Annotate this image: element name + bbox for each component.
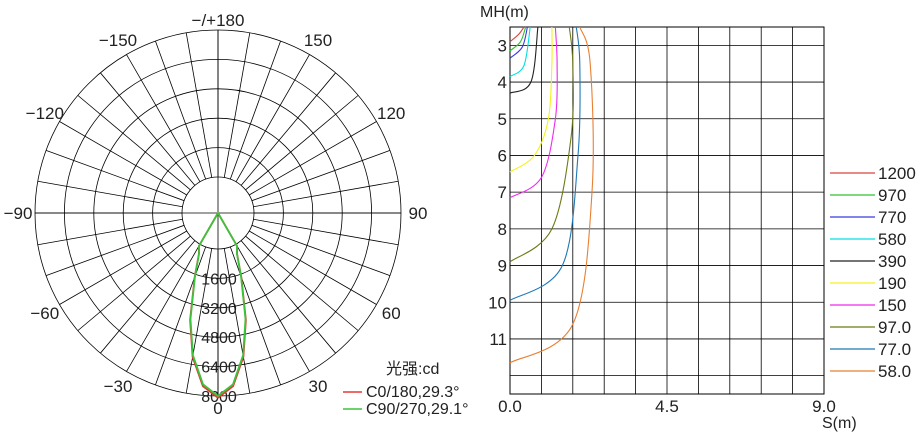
polar-angle-label: 150 (304, 31, 332, 50)
polar-legend-label: C0/180,29.3° (366, 384, 460, 401)
iso-x-axis-label: S(m) (822, 415, 857, 432)
iso-legend-label: 580 (878, 230, 906, 249)
polar-spoke (251, 150, 391, 202)
iso-y-tick-label: 4 (498, 73, 507, 92)
iso-series-curve (509, 26, 527, 52)
polar-spoke (45, 224, 185, 276)
polar-angle-label: 120 (377, 104, 405, 123)
polar-unit-label: 光强:cd (386, 360, 439, 378)
polar-spoke (251, 224, 391, 276)
iso-series-curve (509, 26, 558, 199)
polar-spoke (240, 240, 336, 354)
polar-spoke (235, 54, 310, 183)
polar-spoke (155, 40, 207, 180)
polar-spoke (185, 248, 213, 394)
polar-spoke (229, 40, 281, 180)
polar-spoke (229, 246, 281, 386)
iso-y-tick-label: 8 (498, 220, 507, 239)
iso-series-curve (509, 26, 539, 94)
iso-y-tick-label: 9 (498, 257, 507, 276)
iso-series-curve (509, 26, 531, 77)
iso-legend-label: 770 (878, 208, 906, 227)
polar-spoke (245, 95, 359, 191)
polar-angle-labels: −/+180 −150 150 −120 120 −90 90 −60 60 −30 30 0 (4, 11, 428, 418)
polar-angle-label: 0 (213, 399, 222, 418)
polar-legend: 光强:cd C0/180,29.3°C90/270,29.1° (343, 360, 468, 418)
polar-angle-label: −60 (30, 304, 59, 323)
iso-series-curve (509, 26, 528, 59)
iso-x-tick-label: 4.5 (655, 397, 679, 416)
polar-spoke (245, 235, 359, 331)
polar-spoke (223, 248, 251, 394)
isoline-chart: MH(m) S(m) 3 4 5 6 7 8 9 10 11 0.0 4.5 9.0 1200 970 7… (480, 4, 916, 432)
iso-legend-label: 190 (878, 274, 906, 293)
iso-y-tick-label: 3 (498, 36, 507, 55)
polar-angle-label: −30 (104, 377, 133, 396)
iso-y-axis-label: MH(m) (480, 4, 529, 21)
polar-legend-label: C90/270,29.1° (366, 401, 468, 418)
polar-angle-label: −/+180 (192, 11, 245, 30)
iso-tick-labels: 3 4 5 6 7 8 9 10 11 0.0 4.5 9.0 (488, 36, 836, 416)
polar-grid (34, 29, 402, 397)
polar-curves (189, 212, 247, 399)
iso-x-tick-label: 0.0 (498, 397, 522, 416)
polar-radial-label: 6400 (201, 360, 237, 377)
iso-y-tick-label: 5 (498, 110, 507, 129)
polar-spoke (253, 180, 399, 208)
polar-spoke (59, 121, 188, 196)
polar-spoke (59, 230, 188, 305)
iso-series-curve (509, 26, 574, 263)
polar-spoke (248, 230, 377, 305)
polar-spoke (223, 32, 251, 178)
iso-legend-label: 970 (878, 186, 906, 205)
iso-series-curve (509, 26, 525, 43)
polar-spoke (235, 243, 310, 372)
iso-legend-label: 97.0 (878, 318, 911, 337)
iso-y-tick-label: 11 (489, 330, 507, 349)
polar-spoke (253, 218, 399, 246)
polar-angle-label: 90 (409, 204, 428, 223)
iso-x-tick-label: 9.0 (812, 397, 836, 416)
polar-spoke (155, 246, 207, 386)
polar-spoke (240, 72, 336, 186)
polar-spoke (37, 180, 183, 208)
polar-spoke (248, 121, 377, 196)
polar-angle-label: 30 (309, 377, 328, 396)
iso-legend-label: 58.0 (878, 362, 911, 381)
iso-series-curve (509, 26, 594, 364)
polar-series-curve (189, 212, 247, 397)
iso-legend-label: 150 (878, 296, 906, 315)
polar-radial-label: 1600 (201, 271, 237, 288)
iso-series-curve (509, 26, 553, 173)
polar-spoke (37, 218, 183, 246)
iso-legend-label: 77.0 (878, 340, 911, 359)
iso-y-tick-label: 6 (498, 146, 507, 165)
iso-curves (509, 26, 594, 364)
iso-series-curve (509, 26, 581, 301)
polar-spoke (126, 243, 201, 372)
iso-legend-label: 1200 (878, 164, 916, 183)
iso-y-tick-label: 10 (488, 293, 507, 312)
polar-radial-label: 4800 (201, 330, 237, 347)
iso-y-tick-label: 7 (498, 183, 507, 202)
polar-angle-label: −150 (99, 31, 137, 50)
polar-spoke (77, 235, 191, 331)
polar-spoke (100, 240, 196, 354)
polar-radial-label: 3200 (201, 301, 237, 318)
polar-angle-label: 60 (382, 304, 401, 323)
polar-spoke (185, 32, 213, 178)
polar-intensity-chart: −/+180 −150 150 −120 120 −90 90 −60 60 −30 30 0 160… (4, 11, 469, 418)
polar-spoke (77, 95, 191, 191)
polar-angle-label: −120 (26, 104, 64, 123)
iso-legend: 1200 970 770 580 390 190 150 97.0 77.0 58.0 (830, 164, 916, 381)
polar-angle-label: −90 (4, 204, 33, 223)
polar-spoke (126, 54, 201, 183)
polar-spoke (45, 150, 185, 202)
iso-legend-label: 390 (878, 252, 906, 271)
polar-spoke (100, 72, 196, 186)
